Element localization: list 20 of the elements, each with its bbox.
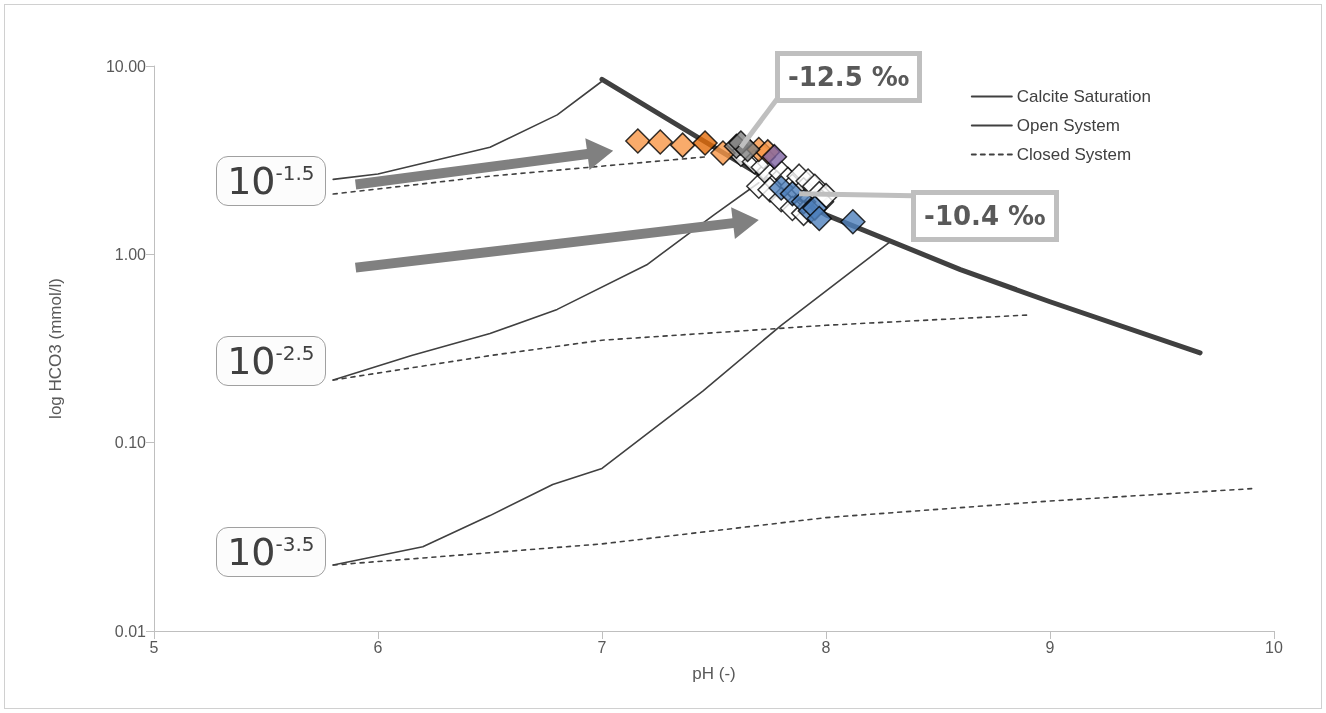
- y-tick-label: 0.10: [114, 434, 147, 452]
- annotation: 10$^{-2.5}$: [216, 336, 326, 387]
- annotation: -10.4 ‰: [911, 189, 1059, 242]
- x-tick-label: 10: [1265, 638, 1283, 656]
- x-tick-label: 8: [821, 638, 831, 656]
- y-tick-label: 0.01: [114, 622, 147, 640]
- x-tick-label: 9: [1045, 638, 1055, 656]
- x-tick-label: 6: [373, 638, 383, 656]
- y-tick-label: 1.00: [114, 245, 147, 263]
- y-axis-title: log HCO3 (mmol/l): [46, 278, 65, 419]
- legend-label: Open System: [1016, 116, 1120, 135]
- x-tick-label: 7: [597, 638, 607, 656]
- x-axis-title: pH (-): [692, 664, 736, 683]
- annotation: -12.5 ‰: [774, 51, 923, 104]
- legend-label: Closed System: [1016, 145, 1132, 164]
- annotation: 10$^{-3.5}$: [216, 527, 326, 578]
- annotation: 10$^{-1.5}$: [216, 156, 326, 207]
- legend-label: Calcite Saturation: [1016, 87, 1152, 106]
- y-tick-label: 10.00: [105, 57, 147, 75]
- x-tick-label: 5: [149, 638, 159, 656]
